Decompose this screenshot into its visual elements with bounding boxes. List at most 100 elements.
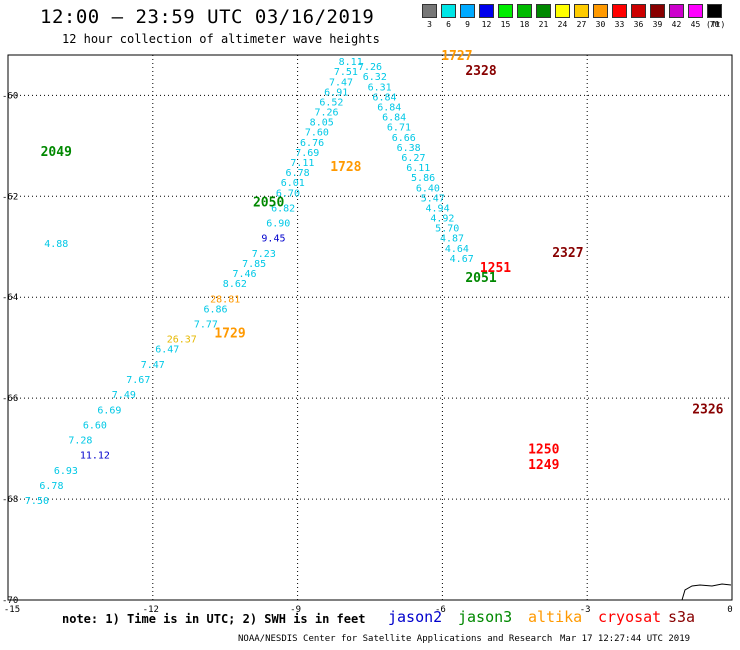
wave-height-value: 6.82 [271,203,295,214]
pass-id-label: 2327 [552,246,583,261]
legend-label: 70 [709,20,720,29]
satellite-name: altika [528,608,583,626]
wave-height-value: 4.92 [430,214,454,225]
wave-height-value: 6.91 [324,87,348,98]
legend-label: 33 [614,20,625,29]
wave-height-value: 7.51 [334,67,358,78]
unit-label: (ft) [706,20,726,29]
legend-label: 24 [557,20,568,29]
wave-height-value: 26.37 [167,335,197,346]
legend-swatch [422,4,437,18]
y-tick-label: -62 [2,192,18,202]
legend-swatch [574,4,589,18]
legend-label: 6 [446,20,451,29]
wave-height-value: 6.84 [377,103,401,114]
wave-height-value: 6.93 [54,466,78,477]
legend-label: 30 [595,20,606,29]
pass-id-label: 2326 [692,402,723,417]
wave-height-value: 6.01 [281,178,305,189]
page-title: 12:00 — 23:59 UTC 03/16/2019 [40,6,375,28]
wave-height-value: 4.87 [440,234,464,245]
wave-height-value: 7.26 [358,62,382,73]
legend-swatch [669,4,684,18]
wave-height-value: 4.64 [445,244,469,255]
wave-height-value: 4.67 [450,254,474,265]
wave-height-value: 6.69 [97,405,121,416]
legend-label: 3 [427,20,432,29]
wave-height-value: 6.38 [397,143,421,154]
legend-label: 39 [652,20,663,29]
satellite-name: cryosat [598,608,662,626]
wave-height-value: 7.23 [252,249,276,260]
legend-swatch [631,4,646,18]
wave-height-value: 5.47 [421,193,445,204]
wave-height-value: 6.52 [319,97,343,108]
wave-height-value: 7.60 [305,128,329,139]
wave-height-value: 28.81 [210,294,240,305]
pass-id-label: 1251 [480,261,511,276]
legend-swatch [612,4,627,18]
pass-id-label: 1727 [441,49,472,64]
wave-height-value: 8.05 [310,118,334,129]
wave-height-value: 7.50 [25,496,49,507]
wave-height-value: 8.62 [223,279,247,290]
legend-label: 18 [519,20,530,29]
pass-id-label: 2049 [41,145,72,160]
wave-height-value: 6.31 [368,82,392,93]
wave-height-value: 4.94 [426,203,450,214]
satellite-name: s3a [668,608,696,626]
legend-swatch [555,4,570,18]
y-tick-label: -70 [2,596,18,606]
legend-label: 12 [481,20,492,29]
wave-height-value: 6.27 [401,153,425,164]
legend-label: 9 [465,20,470,29]
wave-height-value: 6.84 [372,92,396,103]
legend-label: 42 [671,20,682,29]
legend-swatch [479,4,494,18]
wave-height-value: 4.88 [44,239,68,250]
wave-height-value: 5.70 [435,224,459,235]
y-tick-label: -66 [2,394,18,404]
legend-swatch [498,4,513,18]
wave-height-value: 7.26 [315,108,339,119]
legend-label: 21 [538,20,549,29]
footnote: note: 1) Time is in UTC; 2) SWH is in fe… [62,612,366,626]
satellite-name: jason3 [458,608,513,626]
legend-swatch [460,4,475,18]
wave-height-value: 7.47 [141,360,165,371]
x-tick-label: -6 [435,605,446,615]
wave-height-value: 6.86 [203,304,227,315]
wave-height-value: 7.69 [295,148,319,159]
legend-label: 45 [690,20,701,29]
wave-height-value: 6.84 [382,113,406,124]
legend-swatch [593,4,608,18]
wave-height-value: 6.90 [266,219,290,230]
legend-swatch [441,4,456,18]
wave-height-value: 5.86 [411,173,435,184]
y-tick-label: -60 [2,91,18,101]
legend-swatch [688,4,703,18]
map-frame [7,54,733,601]
wave-height-value: 6.78 [39,481,63,492]
x-tick-label: -15 [4,605,20,615]
legend-label: 27 [576,20,587,29]
legend-swatch [650,4,665,18]
wave-height-value: 7.11 [290,158,314,169]
wave-height-value: 6.66 [392,133,416,144]
coastline [681,583,732,601]
legend-label: 15 [500,20,511,29]
x-tick-label: -9 [290,605,301,615]
legend-swatch [536,4,551,18]
wave-height-value: 6.76 [300,138,324,149]
wave-height-value: 11.12 [80,451,110,462]
x-tick-label: 0 [727,605,732,615]
wave-height-value: 6.40 [416,183,440,194]
wave-height-value: 6.78 [286,168,310,179]
legend-swatch [707,4,722,18]
x-tick-label: -3 [580,605,591,615]
wave-height-value: 6.32 [363,72,387,83]
wave-height-value: 9.45 [261,234,285,245]
wave-height-value: 6.70 [276,188,300,199]
wave-height-value: 7.49 [112,390,136,401]
